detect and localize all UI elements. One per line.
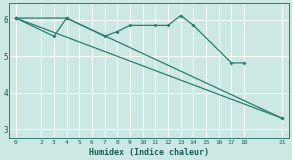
X-axis label: Humidex (Indice chaleur): Humidex (Indice chaleur) (89, 148, 209, 156)
